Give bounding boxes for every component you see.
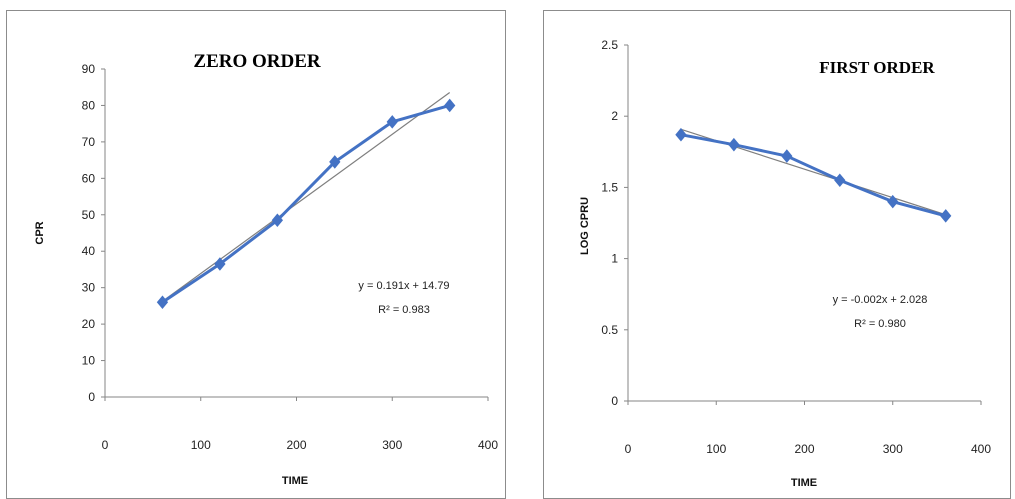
r-squared-label: R² = 0.980 xyxy=(854,318,906,330)
y-tick-label: 2.5 xyxy=(601,38,618,52)
x-tick-label: 200 xyxy=(286,438,306,452)
y-tick-label: 90 xyxy=(82,62,96,76)
zero-order-chart-panel: ZERO ORDER 0 10 20 30 40 50 60 70 80 90 0 100 200 300 4… xyxy=(6,10,506,499)
chart-title: ZERO ORDER xyxy=(193,51,320,72)
x-axis-label: TIME xyxy=(791,477,817,489)
trendline xyxy=(162,92,451,302)
y-tick-label: 60 xyxy=(82,171,96,185)
y-tick-label: 70 xyxy=(82,135,96,149)
data-point-marker xyxy=(329,155,341,169)
data-point-marker xyxy=(781,149,793,163)
y-tick-label: 20 xyxy=(82,317,96,331)
y-tick-label: 1.5 xyxy=(601,180,618,194)
series-line xyxy=(161,104,451,304)
first-order-chart-panel: FIRST ORDER 0 0.5 1 1.5 2 2.5 0 100 200 300 400 LOG … xyxy=(543,10,1011,499)
trendline-equation: y = -0.002x + 2.028 xyxy=(833,294,928,306)
x-tick-label: 400 xyxy=(478,438,498,452)
x-tick-label: 300 xyxy=(382,438,402,452)
data-point-marker xyxy=(887,194,899,209)
zero-order-chart: ZERO ORDER 0 10 20 30 40 50 60 70 80 90 0 100 200 300 4… xyxy=(34,51,498,487)
y-tick-label: 10 xyxy=(82,354,96,368)
x-tick-label: 400 xyxy=(971,442,991,456)
series-line xyxy=(680,133,947,218)
data-point-marker xyxy=(214,257,226,271)
r-squared-label: R² = 0.983 xyxy=(378,304,430,316)
y-tick-label: 30 xyxy=(82,281,96,295)
y-tick-label: 40 xyxy=(82,244,96,258)
y-tick-label: 0.5 xyxy=(601,323,618,337)
y-axis-label: CPR xyxy=(34,221,46,244)
y-tick-label: 80 xyxy=(82,98,96,112)
x-tick-label: 100 xyxy=(706,442,726,456)
trendline-equation: y = 0.191x + 14.79 xyxy=(358,280,449,292)
y-tick-label: 50 xyxy=(82,208,96,222)
x-tick-label: 0 xyxy=(102,438,109,452)
first-order-chart: FIRST ORDER 0 0.5 1 1.5 2 2.5 0 100 200 300 400 LOG … xyxy=(579,38,991,489)
x-tick-label: 0 xyxy=(625,442,632,456)
data-point-marker xyxy=(834,173,846,188)
y-tick-label: 2 xyxy=(611,109,618,123)
x-tick-label: 300 xyxy=(883,442,903,456)
data-point-marker xyxy=(940,209,952,223)
y-axis-label: LOG CPRU xyxy=(579,197,591,255)
data-point-marker xyxy=(386,115,398,129)
data-point-marker xyxy=(444,98,456,113)
x-tick-label: 100 xyxy=(191,438,211,452)
data-point-marker xyxy=(156,295,169,310)
data-point-marker xyxy=(271,213,284,228)
chart-title: FIRST ORDER xyxy=(819,58,935,77)
y-tick-label: 0 xyxy=(611,394,618,408)
y-tick-label: 0 xyxy=(88,390,95,404)
x-tick-label: 200 xyxy=(794,442,814,456)
y-tick-label: 1 xyxy=(611,252,618,266)
data-point-marker xyxy=(675,127,687,142)
data-point-marker xyxy=(728,137,740,152)
x-axis-label: TIME xyxy=(282,475,308,487)
